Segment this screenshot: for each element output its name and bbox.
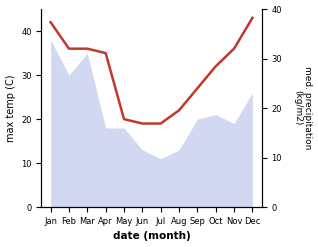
X-axis label: date (month): date (month) — [113, 231, 190, 242]
Y-axis label: med. precipitation
(kg/m2): med. precipitation (kg/m2) — [293, 66, 313, 150]
Y-axis label: max temp (C): max temp (C) — [5, 74, 16, 142]
